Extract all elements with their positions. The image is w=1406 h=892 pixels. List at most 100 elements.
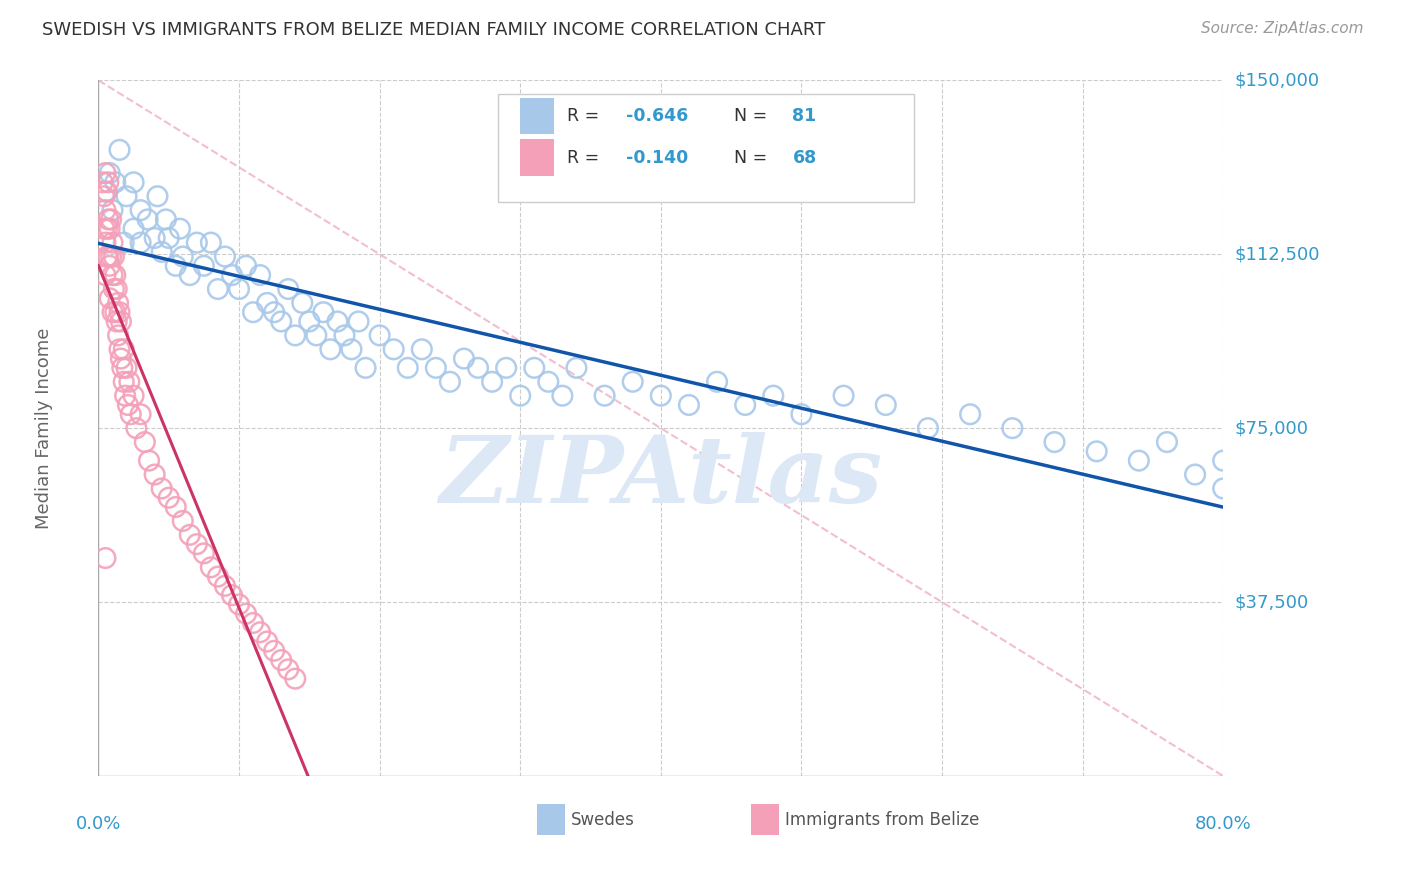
Text: $37,500: $37,500 (1234, 593, 1309, 611)
Point (382, 343, 405, 357)
Point (107, 296, 129, 310)
Text: $112,500: $112,500 (1234, 245, 1320, 263)
Point (1156, 435, 1178, 450)
Point (91, 175, 114, 189)
Point (249, 625, 271, 640)
Point (207, 282, 229, 296)
Point (96, 221, 118, 235)
Point (200, 560, 222, 574)
Point (832, 389, 855, 403)
Point (1043, 435, 1066, 450)
Point (439, 375, 461, 389)
Point (235, 259, 257, 273)
Text: Immigrants from Belize: Immigrants from Belize (785, 811, 979, 829)
Point (305, 328, 328, 343)
Point (284, 328, 307, 343)
Point (122, 175, 145, 189)
Point (270, 314, 292, 328)
Text: ZIPAtlas: ZIPAtlas (439, 432, 883, 522)
Point (621, 375, 644, 389)
Text: -0.140: -0.140 (626, 148, 688, 167)
Point (101, 305, 124, 319)
Point (235, 607, 257, 621)
Point (104, 175, 127, 189)
Point (221, 268, 243, 282)
Text: Median Family Income: Median Family Income (35, 327, 53, 529)
Point (221, 588, 243, 602)
Point (347, 314, 370, 328)
Point (94, 166, 117, 180)
Point (319, 343, 342, 357)
Text: $150,000: $150,000 (1234, 71, 1319, 89)
FancyBboxPatch shape (751, 804, 779, 835)
Point (270, 653, 292, 667)
Point (115, 189, 138, 203)
Point (565, 360, 588, 375)
Point (411, 343, 433, 357)
Point (284, 672, 307, 686)
Point (298, 314, 321, 328)
Point (249, 268, 271, 282)
Point (523, 360, 546, 375)
Point (263, 644, 285, 658)
Point (108, 343, 131, 357)
Point (103, 250, 125, 264)
Point (340, 343, 363, 357)
Point (157, 491, 180, 505)
Point (706, 375, 728, 389)
Point (96, 250, 118, 264)
Point (228, 282, 250, 296)
Point (94, 203, 117, 218)
Point (1212, 453, 1234, 467)
Point (143, 231, 166, 245)
Point (101, 268, 124, 282)
Point (875, 398, 897, 412)
Point (1184, 467, 1206, 482)
Point (1212, 482, 1234, 496)
Point (115, 360, 138, 375)
Point (155, 212, 177, 227)
Point (1128, 453, 1150, 467)
FancyBboxPatch shape (520, 139, 554, 176)
Point (100, 212, 122, 227)
Point (169, 221, 191, 235)
Point (105, 282, 128, 296)
FancyBboxPatch shape (498, 95, 914, 202)
Point (1085, 444, 1108, 458)
Text: Source: ZipAtlas.com: Source: ZipAtlas.com (1201, 21, 1364, 36)
Point (94, 268, 117, 282)
Point (107, 328, 129, 343)
Point (277, 282, 299, 296)
Point (790, 407, 813, 421)
Point (650, 389, 672, 403)
Point (333, 328, 356, 343)
Point (108, 305, 131, 319)
Point (291, 296, 314, 310)
Point (481, 375, 503, 389)
Point (495, 360, 517, 375)
Text: 80.0%: 80.0% (1195, 815, 1251, 833)
FancyBboxPatch shape (537, 804, 565, 835)
Point (93, 221, 115, 235)
Point (136, 212, 159, 227)
Point (94, 235, 117, 250)
Point (917, 421, 939, 435)
Point (97, 250, 120, 264)
Point (97, 175, 120, 189)
Point (110, 351, 132, 366)
Point (172, 250, 194, 264)
Point (112, 375, 135, 389)
Point (105, 314, 128, 328)
Point (214, 250, 236, 264)
Point (165, 500, 187, 514)
Point (104, 305, 127, 319)
Point (467, 360, 489, 375)
Point (242, 615, 264, 630)
Point (734, 398, 756, 412)
Point (93, 189, 115, 203)
Point (207, 569, 229, 583)
Point (114, 389, 136, 403)
Text: N =: N = (734, 148, 773, 167)
Point (186, 537, 208, 551)
Text: R =: R = (568, 107, 605, 125)
